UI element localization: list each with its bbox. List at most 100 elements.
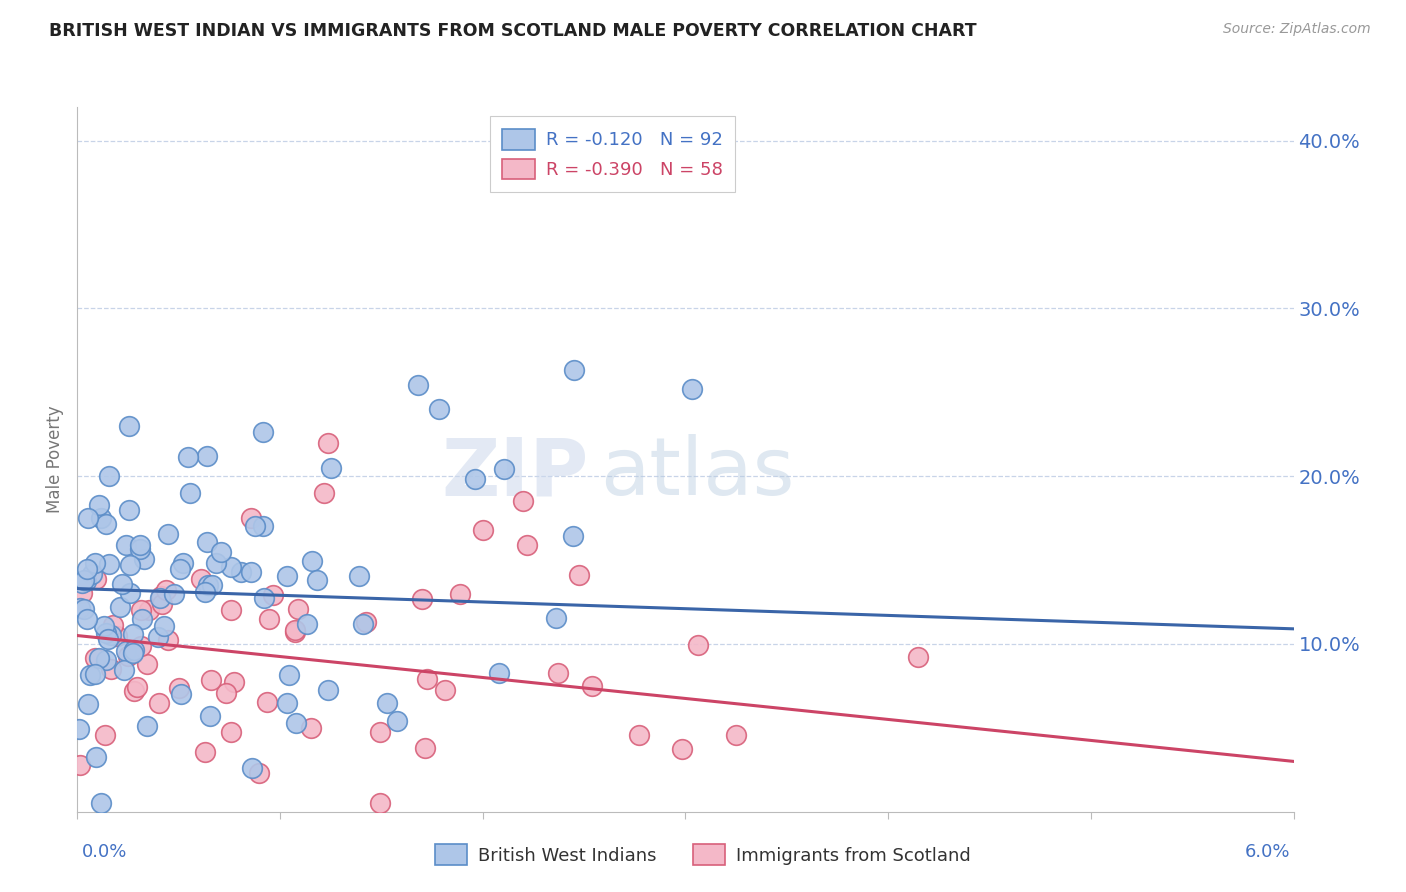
Point [907,649,929,664]
Point [240,511,263,525]
Point [686,639,709,653]
Point [108,599,131,614]
Point [122,646,145,660]
Point [87,498,110,512]
Point [149,589,172,603]
Point [131,612,153,626]
Point [157,632,180,647]
Point [129,542,152,557]
Point [156,527,179,541]
Point [149,591,172,605]
Point [97,632,120,646]
Point [413,741,436,756]
Point [77,697,100,711]
Point [111,577,134,591]
Text: Source: ZipAtlas.com: Source: ZipAtlas.com [1223,22,1371,37]
Point [84,667,107,681]
Point [76,612,98,626]
Point [87,650,110,665]
Text: 0.0%: 0.0% [82,843,127,861]
Point [284,625,307,640]
Point [257,612,280,626]
Point [581,679,603,693]
Point [83,556,105,570]
Point [427,402,450,417]
Point [100,662,122,676]
Point [434,682,457,697]
Point [370,725,392,739]
Point [138,603,160,617]
Point [221,560,243,574]
Point [512,494,534,508]
Point [94,653,117,667]
Point [75,574,97,589]
Point [80,566,103,581]
Point [200,673,222,688]
Point [135,657,157,671]
Point [194,585,217,599]
Point [120,586,142,600]
Point [169,681,191,696]
Point [284,623,307,637]
Point [243,518,266,533]
Point [224,674,246,689]
Point [299,722,322,736]
Point [93,619,115,633]
Point [120,558,142,572]
Point [352,617,374,632]
Point [100,628,122,642]
Point [240,761,263,775]
Point [472,523,495,537]
Point [488,665,510,680]
Point [544,611,567,625]
Point [101,618,124,632]
Point [118,418,141,433]
Point [385,714,408,729]
Point [76,561,98,575]
Point [117,648,139,663]
Point [681,382,703,396]
Text: atlas: atlas [600,434,794,513]
Point [375,696,398,710]
Point [105,629,128,643]
Point [219,603,242,617]
Point [195,450,218,464]
Text: BRITISH WEST INDIAN VS IMMIGRANTS FROM SCOTLAND MALE POVERTY CORRELATION CHART: BRITISH WEST INDIAN VS IMMIGRANTS FROM S… [49,22,977,40]
Point [240,565,263,579]
Point [170,687,193,701]
Point [356,615,378,629]
Point [561,529,583,543]
Point [247,766,270,780]
Point [118,503,141,517]
Point [69,758,91,772]
Point [72,576,94,591]
Point [97,557,120,571]
Point [148,696,170,710]
Point [195,534,218,549]
Point [94,728,117,742]
Legend: R = -0.120   N = 92, R = -0.390   N = 58: R = -0.120 N = 92, R = -0.390 N = 58 [489,116,735,192]
Point [221,724,243,739]
Point [209,545,232,559]
Point [671,741,693,756]
Point [73,573,96,587]
Point [84,650,107,665]
Point [312,486,335,500]
Point [725,728,748,742]
Point [229,565,252,579]
Point [276,697,298,711]
Point [411,591,433,606]
Y-axis label: Male Poverty: Male Poverty [46,406,65,513]
Point [568,568,591,582]
Point [73,602,96,616]
Point [316,435,339,450]
Point [547,666,569,681]
Point [464,472,486,486]
Point [627,728,650,742]
Point [67,722,90,736]
Point [198,709,221,723]
Point [69,600,91,615]
Point [90,510,112,524]
Point [129,603,152,617]
Point [494,461,516,475]
